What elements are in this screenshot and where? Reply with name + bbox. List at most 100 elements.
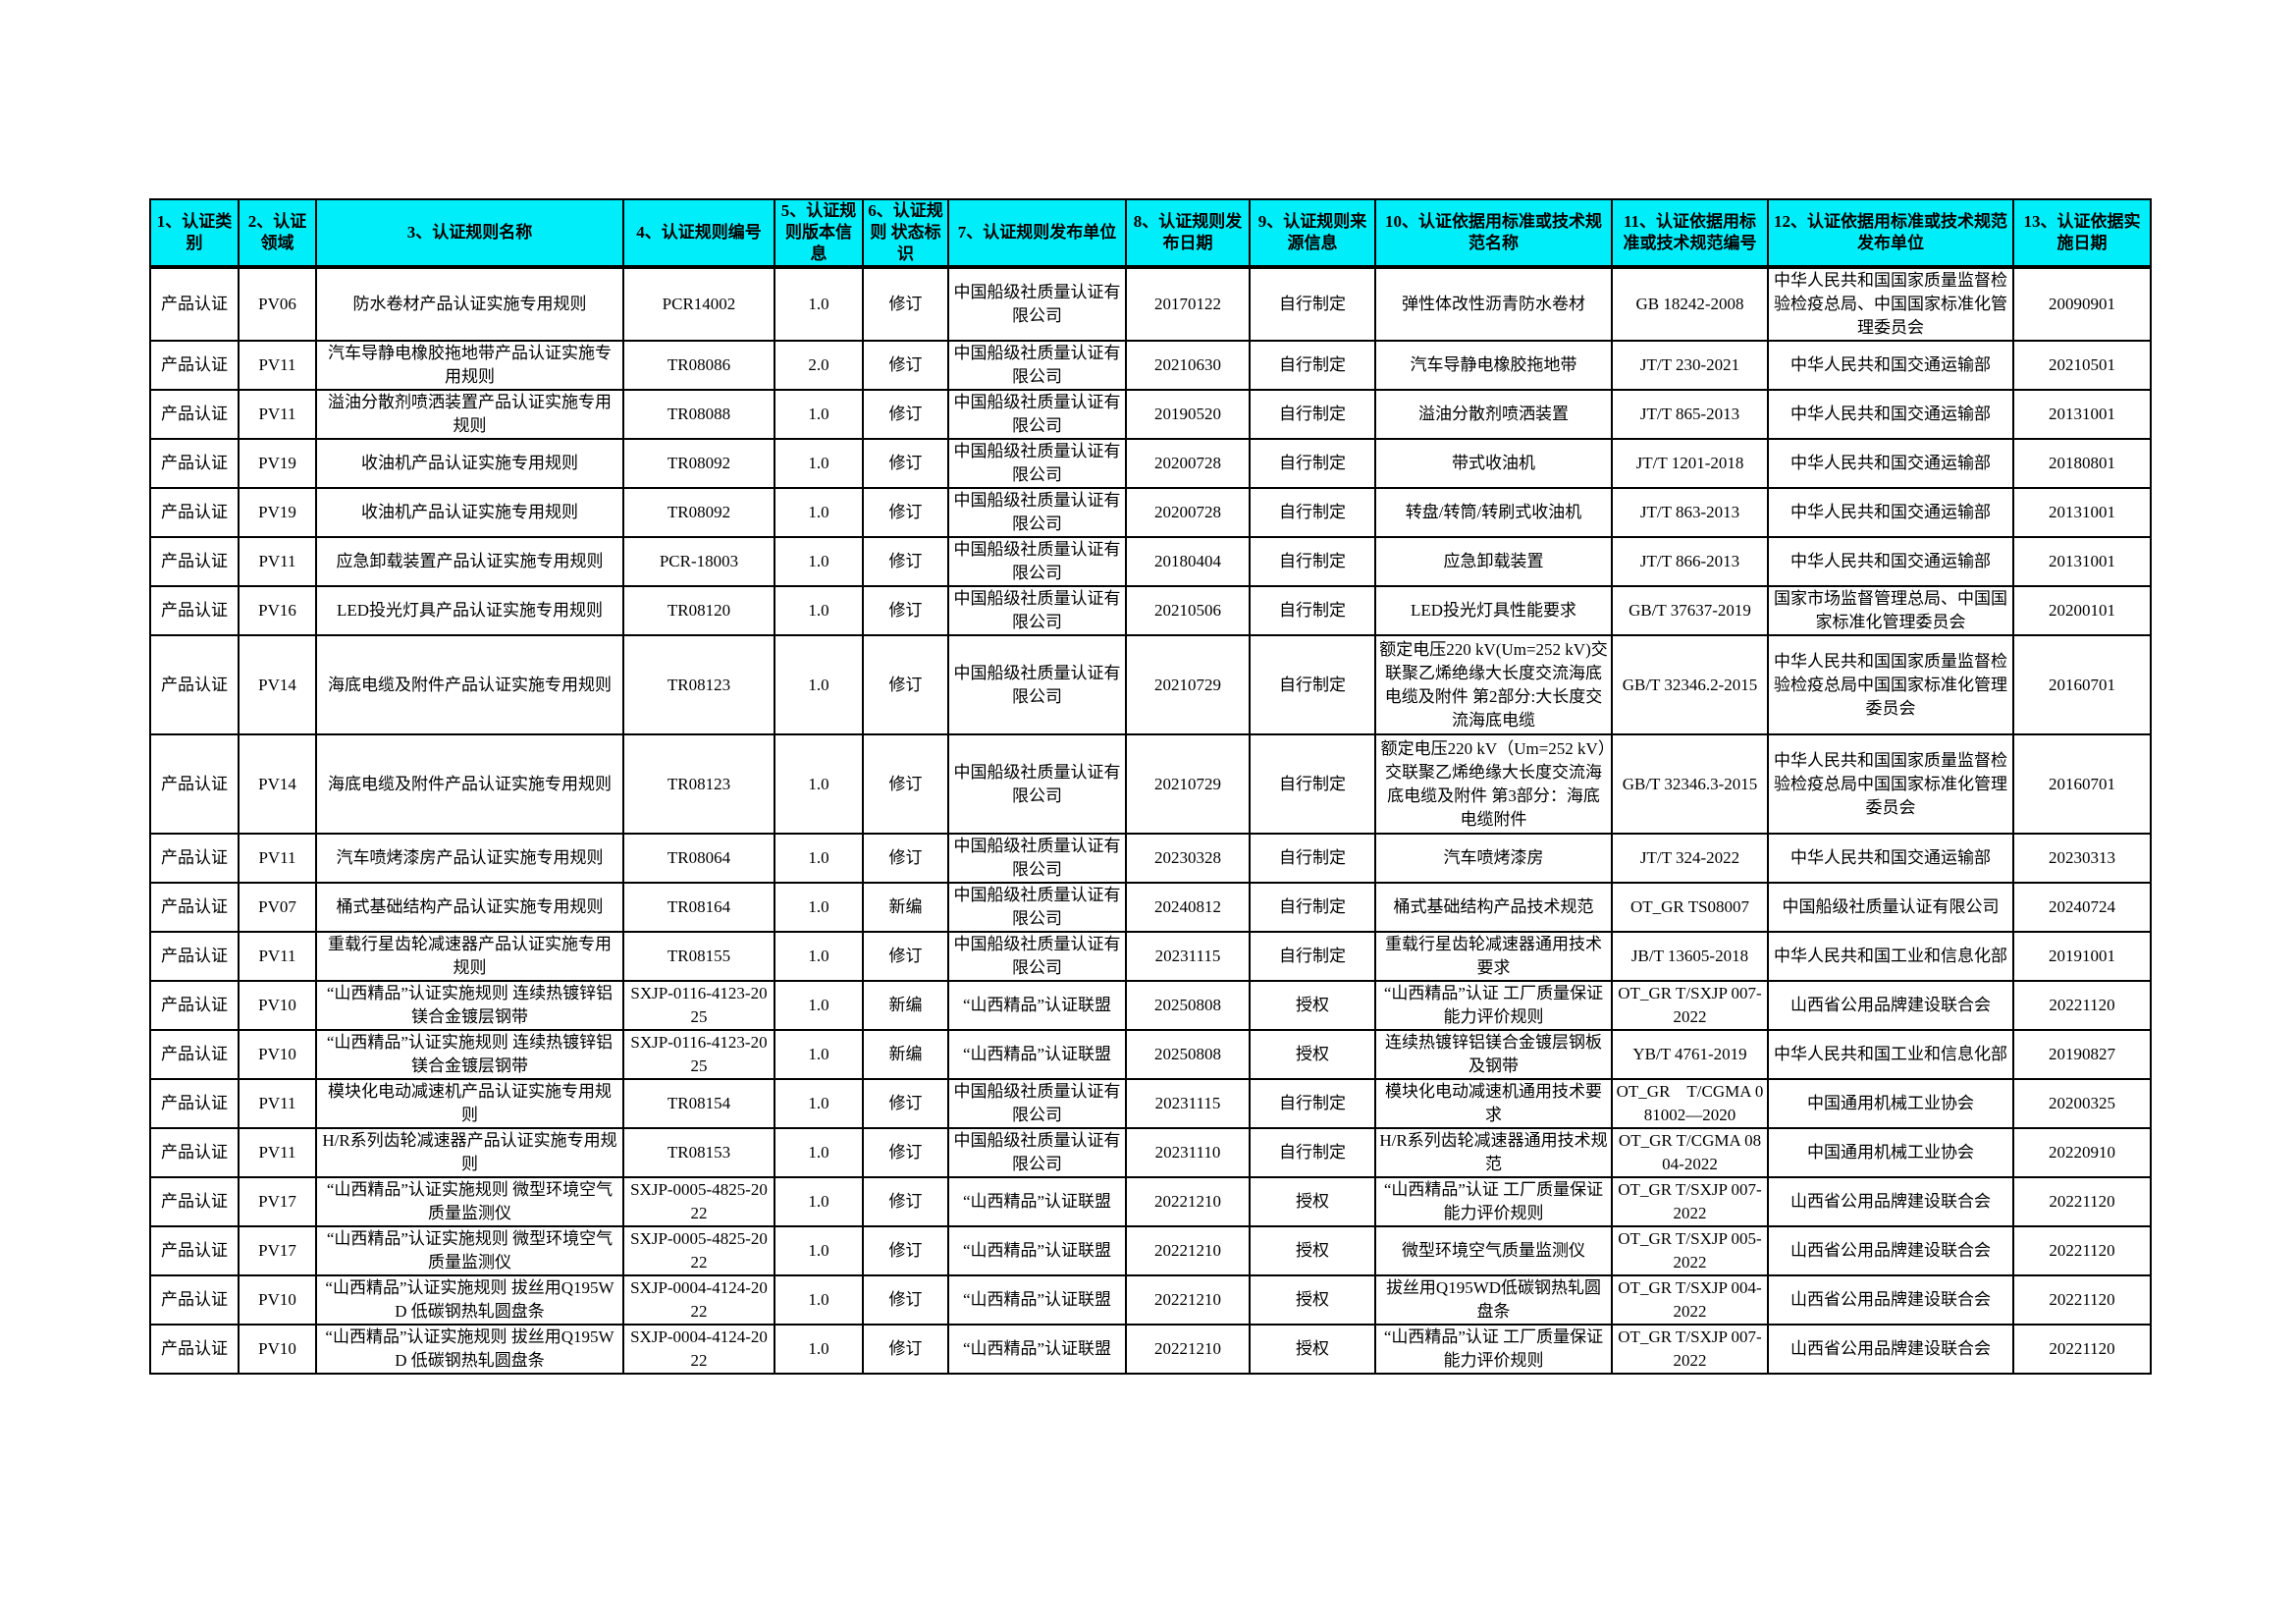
cell-implementation-date: 20230313 (2012, 833, 2152, 884)
cell-rule-version: 1.0 (774, 733, 864, 835)
table-row: 产品认证 PV19 收油机产品认证实施专用规则 TR08092 1.0 修订 中国船级社质量… (149, 438, 2152, 489)
column-header-cert-type: 1、认证类别 (149, 198, 240, 269)
cell-rule-code: SXJP-0005-4825-2022 (622, 1225, 775, 1276)
cell-standard-publisher: 中国通用机械工业协会 (1767, 1127, 2014, 1178)
table-row: 产品认证 PV06 防水卷材产品认证实施专用规则 PCR14002 1.0 修订 中国船级社… (149, 266, 2152, 342)
cell-rule-version: 1.0 (774, 266, 864, 342)
cell-cert-domain: PV19 (238, 487, 317, 538)
cell-rule-publish-date: 20210630 (1125, 340, 1251, 391)
cell-rule-source: 自行制定 (1249, 1127, 1376, 1178)
cell-cert-type: 产品认证 (149, 487, 240, 538)
cell-rule-status: 新编 (862, 1029, 949, 1080)
cell-rule-status: 修订 (862, 1274, 949, 1326)
cell-standard-code: OT_GR TS08007 (1611, 882, 1769, 933)
cell-rule-version: 1.0 (774, 1274, 864, 1326)
cell-rule-publish-date: 20221210 (1125, 1324, 1251, 1375)
cell-cert-domain: PV17 (238, 1176, 317, 1227)
cell-rule-status: 修订 (862, 931, 949, 982)
cell-rule-publisher: 中国船级社质量认证有限公司 (947, 536, 1127, 587)
cell-standard-code: OT_GR T/SXJP 005-2022 (1611, 1225, 1769, 1276)
cell-cert-type: 产品认证 (149, 1324, 240, 1375)
cell-cert-domain: PV11 (238, 389, 317, 440)
cell-rule-status: 修订 (862, 340, 949, 391)
cell-rule-publish-date: 20200728 (1125, 487, 1251, 538)
cell-standard-publisher: 中华人民共和国工业和信息化部 (1767, 1029, 2014, 1080)
table-row: 产品认证 PV11 H/R系列齿轮减速器产品认证实施专用规则 TR08153 1.0 修订… (149, 1127, 2152, 1178)
cell-standard-name: 转盘/转筒/转刷式收油机 (1374, 487, 1613, 538)
cell-rule-name: 海底电缆及附件产品认证实施专用规则 (315, 733, 624, 835)
cell-cert-type: 产品认证 (149, 1225, 240, 1276)
cell-standard-name: 溢油分散剂喷洒装置 (1374, 389, 1613, 440)
cell-rule-status: 修订 (862, 266, 949, 342)
cell-rule-version: 1.0 (774, 1029, 864, 1080)
cell-standard-code: OT_GR T/SXJP 007-2022 (1611, 1176, 1769, 1227)
cell-standard-publisher: 山西省公用品牌建设联合会 (1767, 1274, 2014, 1326)
cell-standard-name: 重载行星齿轮减速器通用技术要求 (1374, 931, 1613, 982)
cell-rule-publisher: 中国船级社质量认证有限公司 (947, 882, 1127, 933)
cell-rule-source: 自行制定 (1249, 487, 1376, 538)
cell-rule-status: 修订 (862, 487, 949, 538)
cell-implementation-date: 20090901 (2012, 266, 2152, 342)
cell-standard-publisher: 中华人民共和国交通运输部 (1767, 340, 2014, 391)
table-row: 产品认证 PV17 “山西精品”认证实施规则 微型环境空气质量监测仪 SXJP-000… (149, 1176, 2152, 1227)
cell-rule-publish-date: 20250808 (1125, 1029, 1251, 1080)
cell-rule-status: 修订 (862, 1127, 949, 1178)
cell-cert-domain: PV10 (238, 980, 317, 1031)
cell-cert-domain: PV10 (238, 1324, 317, 1375)
certification-rules-table: 1、认证类别 2、认证领域 3、认证规则名称 4、认证规则编号 5、认证规则版本信息 6、… (149, 198, 2152, 1375)
cell-rule-status: 修订 (862, 585, 949, 636)
cell-cert-type: 产品认证 (149, 1127, 240, 1178)
cell-rule-version: 1.0 (774, 1176, 864, 1227)
cell-rule-version: 1.0 (774, 1127, 864, 1178)
cell-rule-publisher: 中国船级社质量认证有限公司 (947, 634, 1127, 735)
cell-rule-code: TR08123 (622, 634, 775, 735)
cell-rule-source: 自行制定 (1249, 733, 1376, 835)
cell-standard-name: 汽车喷烤漆房 (1374, 833, 1613, 884)
cell-standard-name: 模块化电动减速机通用技术要求 (1374, 1078, 1613, 1129)
column-header-rule-status: 6、认证规则 状态标识 (862, 198, 949, 269)
cell-cert-type: 产品认证 (149, 536, 240, 587)
cell-rule-code: SXJP-0116-4123-2025 (622, 980, 775, 1031)
table-row: 产品认证 PV17 “山西精品”认证实施规则 微型环境空气质量监测仪 SXJP-000… (149, 1225, 2152, 1276)
cell-rule-publish-date: 20230328 (1125, 833, 1251, 884)
cell-standard-name: 汽车导静电橡胶拖地带 (1374, 340, 1613, 391)
cell-standard-publisher: 中华人民共和国交通运输部 (1767, 389, 2014, 440)
cell-rule-publish-date: 20250808 (1125, 980, 1251, 1031)
cell-rule-name: 收油机产品认证实施专用规则 (315, 487, 624, 538)
cell-rule-code: TR08154 (622, 1078, 775, 1129)
cell-rule-publish-date: 20210729 (1125, 733, 1251, 835)
cell-rule-version: 1.0 (774, 882, 864, 933)
cell-rule-version: 1.0 (774, 438, 864, 489)
table-row: 产品认证 PV07 桶式基础结构产品认证实施专用规则 TR08164 1.0 新编 中国船级… (149, 882, 2152, 933)
cell-cert-type: 产品认证 (149, 585, 240, 636)
cell-rule-name: 模块化电动减速机产品认证实施专用规则 (315, 1078, 624, 1129)
cell-rule-source: 自行制定 (1249, 438, 1376, 489)
cell-rule-status: 修订 (862, 1324, 949, 1375)
cell-rule-code: TR08123 (622, 733, 775, 835)
cell-rule-name: 重载行星齿轮减速器产品认证实施专用规则 (315, 931, 624, 982)
cell-rule-publisher: 中国船级社质量认证有限公司 (947, 487, 1127, 538)
cell-rule-source: 自行制定 (1249, 833, 1376, 884)
cell-rule-version: 1.0 (774, 585, 864, 636)
cell-implementation-date: 20160701 (2012, 634, 2152, 735)
cell-standard-code: JB/T 13605-2018 (1611, 931, 1769, 982)
cell-rule-version: 1.0 (774, 389, 864, 440)
cell-rule-name: 溢油分散剂喷洒装置产品认证实施专用规则 (315, 389, 624, 440)
cell-standard-code: OT_GR T/CGMA 081002—2020 (1611, 1078, 1769, 1129)
cell-implementation-date: 20200325 (2012, 1078, 2152, 1129)
table-row: 产品认证 PV14 海底电缆及附件产品认证实施专用规则 TR08123 1.0 修订 中国船… (149, 733, 2152, 835)
cell-rule-version: 1.0 (774, 931, 864, 982)
cell-implementation-date: 20190827 (2012, 1029, 2152, 1080)
cell-rule-publish-date: 20221210 (1125, 1176, 1251, 1227)
cell-standard-code: GB/T 32346.2-2015 (1611, 634, 1769, 735)
cell-rule-source: 授权 (1249, 1274, 1376, 1326)
cell-rule-name: “山西精品”认证实施规则 微型环境空气质量监测仪 (315, 1225, 624, 1276)
cell-rule-code: TR08092 (622, 438, 775, 489)
table-row: 产品认证 PV11 重载行星齿轮减速器产品认证实施专用规则 TR08155 1.0 修订中… (149, 931, 2152, 982)
cell-rule-source: 自行制定 (1249, 882, 1376, 933)
cell-rule-source: 授权 (1249, 1176, 1376, 1227)
cell-standard-name: “山西精品”认证 工厂质量保证能力评价规则 (1374, 1324, 1613, 1375)
cell-rule-status: 修订 (862, 389, 949, 440)
cell-rule-status: 修订 (862, 1176, 949, 1227)
cell-cert-type: 产品认证 (149, 389, 240, 440)
